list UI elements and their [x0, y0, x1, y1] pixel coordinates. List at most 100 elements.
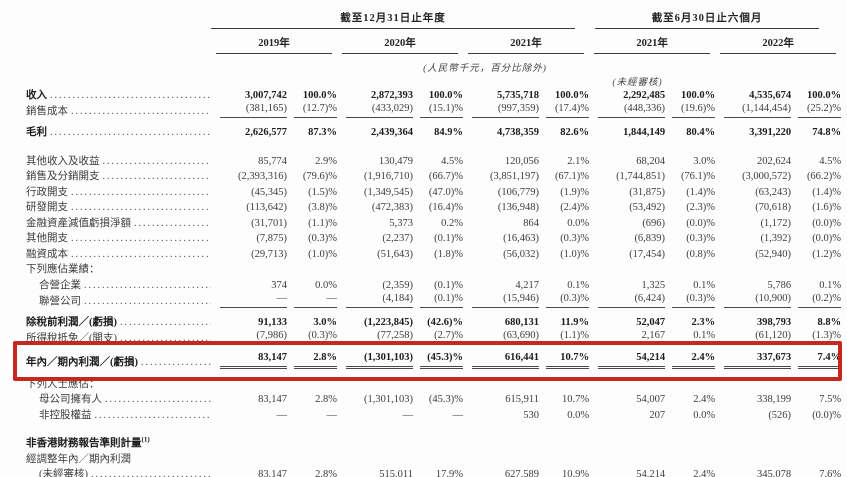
table-row: 金融資產減值虧損淨額 (31,701) (1.1)% 5,373 0.2% 864 0.0%…	[26, 214, 841, 230]
amount-cell: (526)	[768, 409, 792, 421]
amount-cell: —	[211, 292, 287, 308]
percent-cell: (1.0)%	[308, 248, 337, 260]
table-row: 所得稅抵免／(開支)(7,986)(0.3)%(77,258)(2.7)%(63…	[26, 329, 842, 345]
amount-cell: (3,000,572)	[742, 171, 792, 182]
year-header-2020: 2020年	[342, 35, 458, 54]
percent-cell: (3.8)%	[308, 202, 337, 213]
table-row: 母公司擁有人 83,147 2.8% (1,301,103) (45.3)% 615,91…	[26, 391, 841, 407]
percent-cell: (1.5)%	[308, 186, 337, 198]
table-row: 除稅前利潤／(虧損) 91,133 3.0% (1,223,845) (42.6)% 68…	[26, 308, 841, 330]
percent-cell: 2.9%	[315, 155, 337, 167]
dot-leader	[84, 295, 211, 308]
amount-cell: (472,383)	[371, 202, 413, 213]
table-row: 銷售成本(381,165)(12.7)%(433,029)(15.1)%(997…	[26, 102, 842, 118]
dot-leader	[84, 279, 211, 292]
amount-cell: (4,184)	[337, 292, 413, 308]
income-statement-table: 截至12月31日止年度 截至6月30日止六個月 2019年 2020年 2021…	[26, 10, 842, 477]
row-label: 毛利	[26, 118, 211, 140]
amount-cell: (2,393,316)	[238, 171, 287, 182]
interim-period-header: 截至6月30日止六個月	[595, 10, 820, 29]
percent-cell: 0.1%	[665, 329, 716, 345]
percent-cell: 100.0%	[806, 89, 842, 101]
percent-cell: 0.0%	[315, 279, 337, 291]
percent-cell: 7.4%	[791, 345, 842, 369]
percent-cell: (16.4)%	[428, 202, 463, 213]
amount-cell: (7,875)	[256, 233, 287, 244]
percent-cell: 2.1%	[567, 155, 590, 167]
amount-cell: 3,007,742	[245, 89, 287, 101]
amount-cell: (1,144,454)	[715, 102, 792, 118]
percent-cell: 87.3%	[308, 127, 337, 138]
percent-cell: (1.0)%	[560, 248, 590, 260]
percent-cell: 7.5%	[819, 394, 842, 405]
row-label: 融資成本	[26, 245, 211, 261]
percent-cell: (25.2)%	[791, 102, 842, 118]
percent-cell: 0.0%	[567, 409, 590, 421]
percent-cell: 3.0%	[313, 317, 337, 328]
amount-cell: 120,056	[504, 155, 539, 167]
amount-cell: 337,673	[715, 345, 792, 369]
amount-cell: (51,643)	[377, 248, 413, 260]
row-label: 其他收入及收益	[26, 139, 211, 168]
amount-cell: 202,624	[756, 155, 792, 167]
percent-cell: 10.7%	[561, 394, 590, 405]
dot-leader	[141, 356, 211, 369]
percent-cell: (0.0)%	[812, 217, 842, 229]
table-row: 下列應佔業績：	[26, 261, 841, 277]
dot-leader	[50, 126, 211, 139]
percent-cell: 100.0%	[680, 89, 716, 101]
amount-cell: 530	[523, 409, 539, 421]
amount-cell: 83,147	[211, 345, 287, 369]
annual-period-header: 截至12月31日止年度	[211, 10, 576, 29]
percent-cell: 17.9%	[435, 469, 463, 477]
table-row: 非香港財務報告準則計量(1)	[26, 422, 841, 451]
amount-cell: 2,439,364	[371, 127, 413, 138]
table-row: 聯營公司——(4,184)(0.1)%(15,946)(0.3)%(6,424)…	[26, 292, 842, 308]
dot-leader	[103, 170, 212, 183]
percent-cell: (1.4)%	[812, 186, 842, 198]
amount-cell: (7,986)	[211, 329, 287, 345]
year-header-2022-interim: 2022年	[720, 35, 837, 54]
amount-cell: (6,839)	[634, 233, 666, 244]
amount-cell: 2,626,577	[245, 127, 287, 138]
percent-cell: 10.7%	[539, 345, 590, 369]
percent-cell: (19.6)%	[665, 102, 716, 118]
percent-cell: 2.3%	[691, 317, 716, 328]
percent-cell: (1.1)%	[308, 217, 337, 229]
table-body: 收入 3,007,742 100.0% 2,872,393 100.0% 5,735,71…	[26, 86, 842, 477]
percent-cell: (0.0)%	[812, 233, 842, 244]
dot-leader	[71, 201, 211, 214]
amount-cell: (997,359)	[463, 102, 539, 118]
percent-cell: (0.8)%	[686, 248, 716, 260]
percent-cell: (2.4)%	[560, 202, 590, 213]
percent-cell: (42.6)%	[427, 317, 463, 328]
amount-cell: 85,774	[258, 155, 287, 167]
percent-cell: (2.7)%	[413, 329, 463, 345]
dot-leader	[95, 409, 212, 422]
amount-cell: 864	[523, 217, 539, 229]
percent-cell: —	[452, 409, 464, 421]
percent-cell: (0.2)%	[791, 292, 842, 308]
dot-leader	[71, 105, 211, 118]
amount-cell: 83,147	[258, 394, 287, 405]
row-label: 聯營公司	[26, 292, 211, 308]
percent-cell: 0.0%	[693, 409, 716, 421]
amount-cell: (56,032)	[503, 248, 539, 260]
amount-cell: (1,301,103)	[337, 345, 413, 369]
percent-cell: 0.1%	[693, 279, 716, 291]
percent-cell: (0.3)%	[686, 233, 716, 244]
percent-cell: (0.1)%	[434, 279, 463, 291]
amount-cell: (106,779)	[497, 186, 539, 198]
amount-cell: 2,292,485	[623, 89, 666, 101]
year-header-2021: 2021年	[468, 35, 585, 54]
percent-cell: 82.6%	[560, 127, 590, 138]
row-label: 母公司擁有人	[26, 391, 211, 407]
percent-cell: 3.0%	[693, 155, 716, 167]
amount-cell: (696)	[642, 217, 666, 229]
percent-cell: (15.1)%	[413, 102, 463, 118]
unaudited-note: (未經審核)	[612, 78, 663, 88]
percent-cell: (2.3)%	[686, 202, 716, 213]
amount-cell: (10,900)	[715, 292, 792, 308]
amount-cell: (1,392)	[760, 233, 792, 244]
